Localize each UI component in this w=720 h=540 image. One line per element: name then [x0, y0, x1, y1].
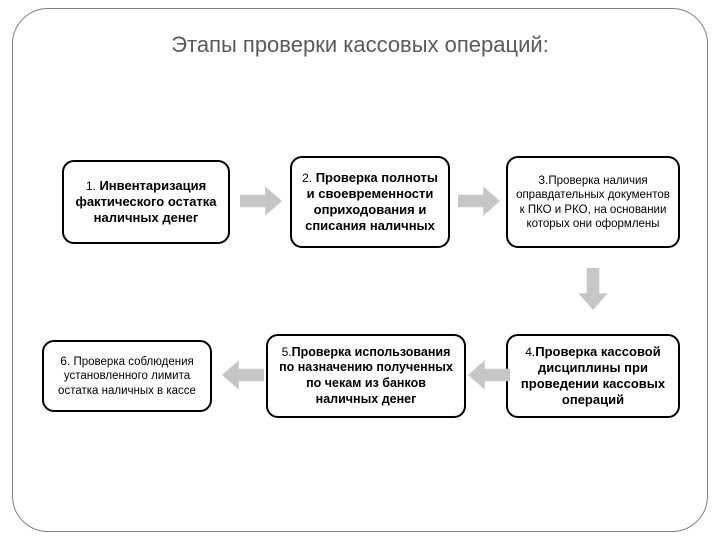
step-5-text: Проверка использования по назначению пол…: [279, 345, 453, 406]
step-5-number: 5.: [282, 345, 292, 359]
step-1-node: 1. Инвентаризация фактического остатка н…: [62, 160, 230, 244]
step-6-text: Проверка соблюдения установленного лимит…: [58, 356, 196, 397]
step-6-number: 6.: [60, 354, 70, 368]
arrow-5-to-6: [222, 360, 264, 390]
arrow-4-to-5: [468, 360, 510, 390]
step-4-text: Проверка кассовой дисциплины при проведе…: [521, 344, 665, 408]
arrow-3-to-4: [578, 268, 608, 310]
step-3-number: 3.: [538, 173, 548, 187]
diagram-title: Этапы проверки кассовых операций:: [0, 32, 720, 58]
step-4-number: 4.: [525, 345, 535, 359]
arrow-1-to-2: [240, 186, 282, 216]
step-4-node: 4.Проверка кассовой дисциплины при прове…: [506, 334, 680, 418]
step-5-node: 5.Проверка использования по назначению п…: [266, 334, 466, 418]
step-2-text: Проверка полноты и своевременности оприх…: [305, 170, 438, 234]
arrow-2-to-3: [458, 186, 500, 216]
step-2-node: 2. Проверка полноты и своевременности оп…: [290, 156, 450, 248]
step-1-number: 1.: [86, 179, 96, 193]
step-6-node: 6. Проверка соблюдения установленного ли…: [42, 340, 212, 412]
step-2-number: 2.: [302, 171, 312, 185]
step-1-text: Инвентаризация фактического остатка нали…: [75, 178, 216, 226]
step-3-node: 3.Проверка наличия оправдательных докуме…: [506, 156, 680, 248]
